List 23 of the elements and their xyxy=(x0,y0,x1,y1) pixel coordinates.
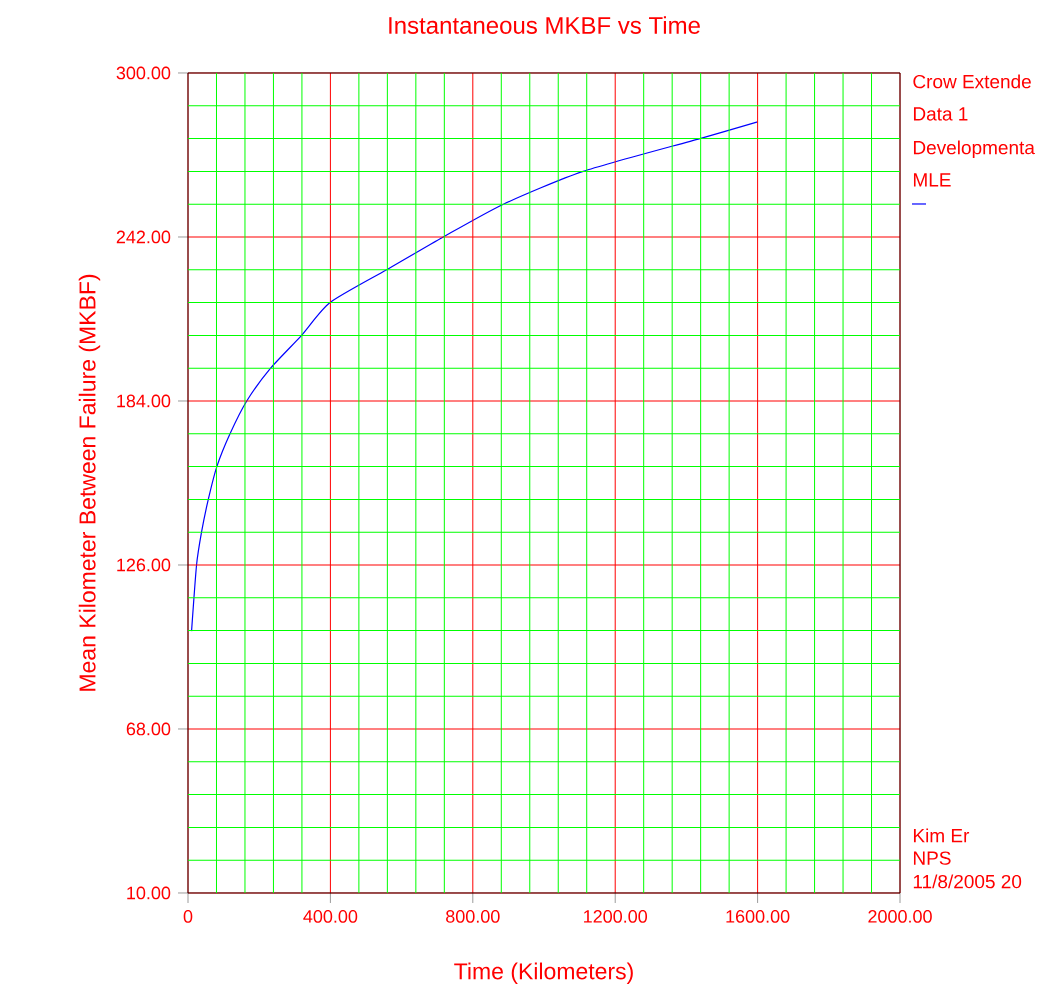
y-tick-label: 242.00 xyxy=(116,230,171,244)
x-tick-label: 1200.00 xyxy=(584,910,648,923)
text: Developmenta xyxy=(913,140,1035,159)
x-tick-label: 0 xyxy=(183,910,193,923)
x-axis-title: Time (Kilometers) xyxy=(454,962,633,984)
y-tick-label: 10.00 xyxy=(127,886,171,900)
text: 11/8/2005 20 xyxy=(913,874,1022,889)
y-tick-label: 68.00 xyxy=(126,722,171,736)
y-axis-title: Mean Kilometer Between Failure (MKBF) xyxy=(78,274,101,691)
y-tick-label: 126.00 xyxy=(117,558,171,572)
text: NPS xyxy=(913,851,951,865)
text: Kim Er xyxy=(913,828,970,843)
y-tick-label: 184.00 xyxy=(117,394,171,408)
y-tick-label: 300.00 xyxy=(116,66,171,80)
line-series xyxy=(190,121,759,632)
x-tick-label: 2000.00 xyxy=(868,910,932,923)
x-tick-label: 1600.00 xyxy=(726,910,790,923)
text: Data 1 xyxy=(913,107,968,121)
text: Crow Extende xyxy=(913,74,1031,89)
text: MLE xyxy=(913,173,951,187)
x-tick-label: 400.00 xyxy=(303,910,358,923)
chart-title: Instantaneous MKBF vs Time xyxy=(389,16,700,34)
x-tick-label: 800.00 xyxy=(446,910,500,923)
